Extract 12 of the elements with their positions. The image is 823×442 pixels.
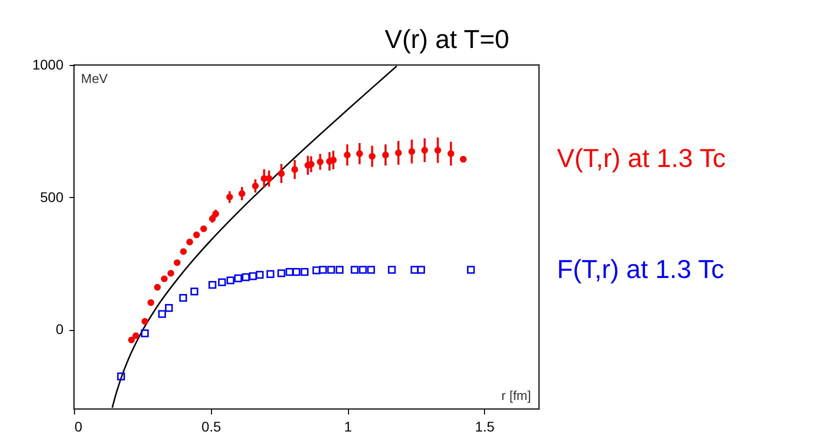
text: V(T,r) at 1.3 Tc <box>557 143 726 174</box>
x-tick-label: 1.5 <box>475 418 495 434</box>
y-tick-label: 1000 <box>32 56 64 72</box>
y-tick-label: 500 <box>40 188 64 205</box>
text: F(T,r) at 1.3 Tc <box>557 254 724 284</box>
series-label: V(r) at T=0 <box>384 24 510 54</box>
x-tick-label: 0 <box>74 418 82 434</box>
y-tick-label: 0 <box>56 321 64 338</box>
y-axis-title: MeV <box>81 71 108 86</box>
x-tick-label: 0.5 <box>202 418 222 434</box>
x-axis-title: r [fm] <box>501 388 531 403</box>
x-tick-label: 1 <box>344 418 352 434</box>
